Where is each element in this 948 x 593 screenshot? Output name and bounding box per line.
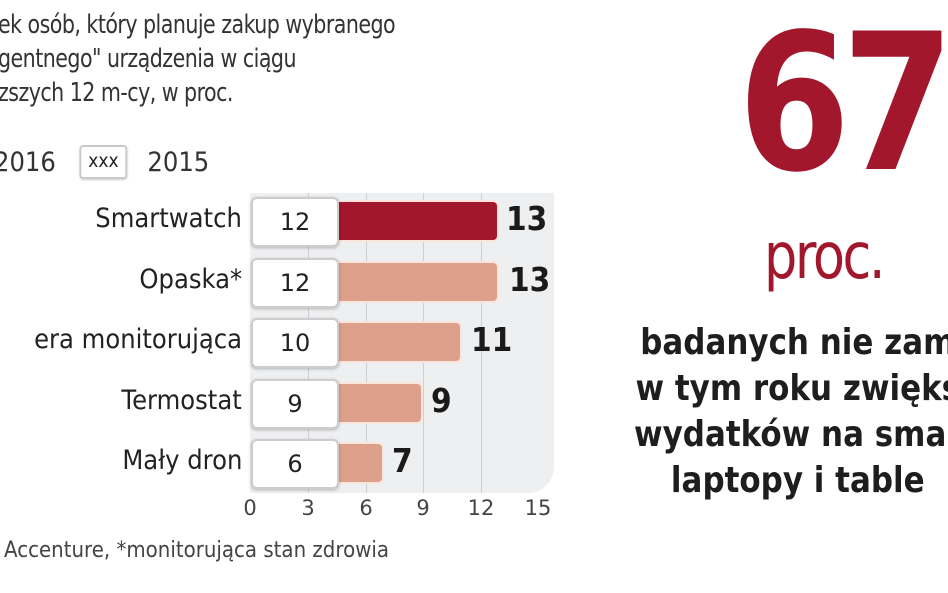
legend-label-2015: 2015 [147,146,210,178]
source-note: Accenture, *monitorująca stan zdrowia [4,538,390,563]
subtitle-line-2: gentnego" urządzenia w ciągu [0,44,297,74]
value-2016: 9 [431,381,452,420]
legend-2015-swatch: xxx [79,145,128,179]
x-tick: 15 [524,496,552,520]
value-box-2015: 9 [251,379,339,429]
x-tick: 6 [359,496,373,520]
highlight-description: badanych nie zam w tym roku zwięks wydat… [600,320,948,504]
value-box-2015: 12 [251,197,339,247]
category-label: Mały dron [121,445,242,476]
description-line-2: w tym roku zwięks [635,368,948,409]
highlight-number: 67 [738,0,948,214]
category-label: Termostat [121,385,242,416]
description-line-1: badanych nie zam [640,322,948,363]
category-label: era monitorująca [34,324,242,355]
chart-subtitle: ek osób, który planuje zakup wybranego g… [0,8,396,110]
value-box-2015: 6 [251,439,339,489]
gridline-12 [481,193,482,493]
value-2016: 13 [509,260,551,299]
x-tick: 12 [467,496,495,520]
description-line-3: wydatków na smar [633,414,948,455]
description-line-4: laptopy i table [670,460,925,501]
x-tick: 0 [243,496,257,520]
value-box-2015: 10 [251,318,339,368]
x-tick: 9 [416,496,430,520]
category-label: Opaska* [139,264,242,295]
value-2016: 11 [471,320,513,359]
value-box-2015: 12 [251,258,339,308]
chart-legend: 2016 xxx 2015 [0,145,209,179]
x-tick: 3 [301,496,315,520]
subtitle-line-1: ek osób, który planuje zakup wybranego [0,10,396,40]
value-2016: 7 [392,441,413,480]
category-label: Smartwatch [95,203,242,234]
highlight-unit: proc. [764,220,886,294]
legend-label-2016: 2016 [0,146,56,178]
value-2016: 13 [506,199,548,238]
subtitle-line-3: zszych 12 m-cy, w proc. [0,78,233,108]
